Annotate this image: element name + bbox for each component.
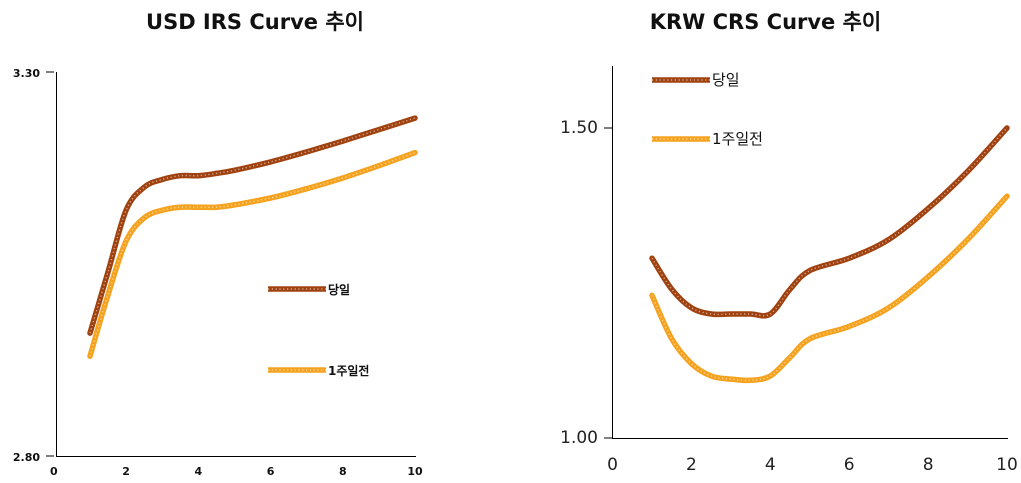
x-tick-label: 0 bbox=[607, 455, 618, 475]
krw-crs-chart: 0 2 4 6 8 10 1.50 1.00 당일 1주일전 bbox=[560, 66, 1018, 475]
chart-title: USD IRS Curve 추이 bbox=[146, 10, 364, 34]
x-tick-label: 6 bbox=[267, 465, 275, 478]
series-line-texture bbox=[651, 127, 1008, 317]
y-tick-label: 1.50 bbox=[560, 118, 598, 138]
y-tick-label: 1.00 bbox=[560, 428, 598, 448]
usd-irs-chart: 0 2 4 6 8 10 3.30 2.80 당일 1주일전 bbox=[13, 67, 423, 478]
x-tick-label: 10 bbox=[407, 465, 423, 478]
x-tick-label: 0 bbox=[50, 465, 58, 478]
series-line-week-ago bbox=[649, 193, 1010, 384]
x-tick-label: 4 bbox=[765, 455, 776, 475]
x-tick-label: 4 bbox=[195, 465, 203, 478]
x-tick-label: 8 bbox=[923, 455, 934, 475]
y-tick-label: 3.30 bbox=[13, 67, 40, 80]
x-tick-label: 6 bbox=[844, 455, 855, 475]
chart-title: KRW CRS Curve 추이 bbox=[649, 10, 882, 34]
x-tick-label: 8 bbox=[339, 465, 347, 478]
usd-irs-chart-panel: USD IRS Curve 추이 0 2 4 6 8 10 3.30 2.80 당일 1주일전 bbox=[0, 0, 510, 483]
series-line-texture bbox=[89, 151, 416, 357]
x-tick-label: 2 bbox=[122, 465, 130, 478]
legend-label: 1주일전 bbox=[712, 130, 763, 148]
series-line-week-ago bbox=[87, 149, 418, 359]
legend-label: 1주일전 bbox=[328, 363, 369, 378]
series-line-texture bbox=[651, 195, 1008, 382]
x-tick-label: 2 bbox=[686, 455, 697, 475]
x-tick-label: 10 bbox=[996, 455, 1018, 475]
y-tick-label: 2.80 bbox=[13, 451, 40, 464]
krw-crs-chart-panel: KRW CRS Curve 추이 0 2 4 6 8 10 1.50 1.00 당일 1주일전 bbox=[510, 0, 1021, 483]
series-line-texture bbox=[89, 117, 416, 334]
legend-label: 당일 bbox=[712, 71, 740, 89]
legend-label: 당일 bbox=[328, 282, 350, 297]
series-line-today bbox=[649, 125, 1010, 319]
